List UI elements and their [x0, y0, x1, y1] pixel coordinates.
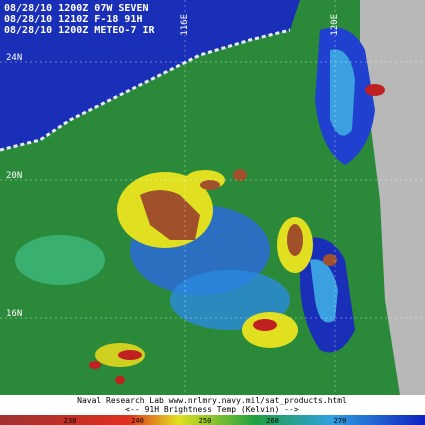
- longitude-label: 116E: [180, 14, 190, 36]
- storm-core: [115, 376, 125, 384]
- storm-core: [140, 190, 200, 240]
- storm-core: [200, 180, 220, 190]
- header-line: 08/28/10 1200Z 07W SEVEN: [4, 3, 149, 14]
- storm-core: [118, 350, 142, 360]
- header-line: 08/28/10 1210Z F-18 91H: [4, 14, 142, 25]
- storm-core: [323, 254, 337, 266]
- footer-credit: Naval Research Lab www.nrlmry.navy.mil/s…: [77, 396, 347, 405]
- colorbar-tick-label: 270: [334, 417, 347, 425]
- colorbar-tick-label: 260: [266, 417, 279, 425]
- storm-core: [365, 84, 385, 96]
- coastline: [0, 28, 291, 152]
- colorbar-tick-label: 230: [64, 417, 77, 425]
- header-line: 08/28/10 1200Z METEO-7 IR: [4, 25, 155, 36]
- footer-background: [0, 395, 425, 415]
- graticule: [0, 0, 425, 395]
- latitude-label: 20N: [6, 171, 22, 181]
- island-interior: [310, 259, 338, 323]
- latitude-label: 16N: [6, 309, 22, 319]
- colorbar: [0, 415, 425, 425]
- storm-core: [287, 224, 303, 256]
- colorbar-tick-label: 240: [131, 417, 144, 425]
- storm-core: [253, 319, 277, 331]
- island-interior: [330, 49, 355, 136]
- latitude-label: 24N: [6, 53, 22, 63]
- footer-caption: <-- 91H Brightness Temp (Kelvin) -->: [125, 405, 299, 414]
- cloud-region: [360, 0, 425, 395]
- colorbar-tick-label: 250: [199, 417, 212, 425]
- longitude-label: 120E: [330, 14, 340, 36]
- storm-core: [233, 169, 247, 181]
- colorbar-ticks: 230 240 250 260 270: [64, 417, 347, 425]
- storm-core: [89, 361, 101, 369]
- ocean-region: [0, 0, 300, 150]
- convection-band: [15, 235, 105, 285]
